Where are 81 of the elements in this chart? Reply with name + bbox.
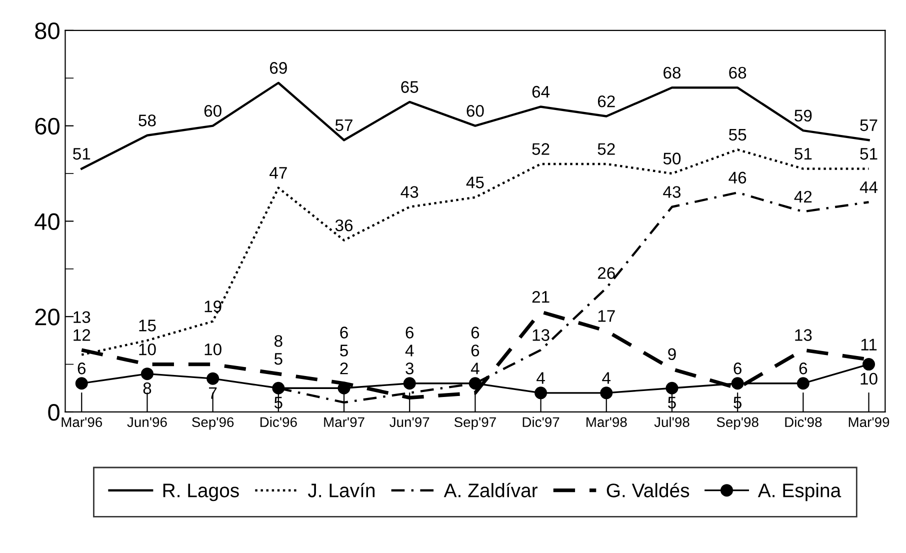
data-label: 55 [728,129,746,141]
data-label: 51 [860,148,878,160]
data-label: 58 [138,114,156,126]
data-label: 12 [74,329,90,341]
data-label: 8 [143,382,152,394]
data-label: 10 [204,343,222,356]
data-label: 9 [668,348,676,360]
data-label: 62 [598,95,615,108]
x-tick-label: Dic'97 [522,416,560,428]
data-label: 68 [729,66,746,79]
data-label: 36 [335,219,353,232]
data-label: 44 [860,181,878,193]
x-tick-label: Dic'96 [260,416,297,428]
y-tick-label: 0 [48,404,60,421]
data-label: 42 [794,190,812,202]
x-tick-label: Sep'97 [454,417,496,430]
data-label: 45 [466,176,484,188]
data-label: 68 [664,66,681,79]
y-tick-label: 60 [35,118,60,135]
data-label: 4 [536,372,545,384]
data-label: 6 [734,362,742,374]
data-label: 13 [532,329,550,341]
data-label: 69 [270,62,287,74]
y-tick-label: 40 [34,213,60,230]
legend-label: G. Valdés [606,482,690,498]
data-label: 6 [406,326,414,338]
x-tick-label: Jun'96 [127,417,167,428]
data-label: 5 [274,353,282,365]
data-label: 11 [861,338,877,350]
data-label: 6 [799,362,808,374]
x-tick-label: Dic'98 [785,416,822,428]
data-label: 5 [340,344,348,356]
x-tick-label: Mar'99 [848,417,890,428]
x-tick-label: Sep'98 [716,417,758,430]
data-label: 50 [663,152,681,164]
x-tick-label: Sep'96 [192,417,234,430]
data-label: 52 [598,143,615,155]
data-label: 4 [470,362,480,374]
x-tick-label: Jun'97 [390,417,430,428]
data-label: 57 [860,119,878,132]
data-label: 65 [401,81,418,93]
data-label: 15 [139,320,156,332]
data-label: 13 [74,311,90,324]
data-label: 8 [274,335,282,347]
legend-label: A. Zaldívar [444,482,538,498]
data-label: 57 [335,119,352,132]
data-label: 59 [794,110,812,122]
x-tick-label: Mar'96 [62,417,102,428]
legend-label: A. Espina [758,483,842,502]
data-label: 52 [532,143,550,155]
y-tick-label: 20 [35,308,60,326]
data-label: 4 [602,372,611,384]
legend-label: J. Lavín [308,482,374,498]
x-tick-label: Mar'97 [324,417,364,428]
data-label: 43 [663,186,681,198]
data-label: 2 [340,362,348,374]
data-label: 4 [405,344,414,356]
data-label: 6 [471,344,480,356]
data-label: 17 [598,310,615,322]
data-label: 64 [532,86,550,98]
data-label: 10 [139,343,156,356]
x-tick-label: Jul'98 [654,416,690,428]
data-label: 47 [270,167,287,179]
legend-label: R. Lagos [163,484,239,502]
data-label: 21 [532,291,550,303]
data-label: 6 [340,326,348,338]
data-label: 60 [204,104,222,117]
x-tick-label: Mar'98 [586,417,627,428]
data-label: 19 [204,300,222,312]
data-label: 60 [466,104,484,117]
data-label: 3 [406,362,414,374]
y-tick-label: 80 [35,22,60,40]
data-label: 6 [471,326,480,338]
data-label: 26 [598,267,615,279]
data-label: 10 [860,372,878,385]
data-label: 51 [73,148,90,160]
data-label: 13 [795,329,812,341]
data-label: 51 [794,148,812,160]
data-label: 6 [78,362,86,374]
data-label: 46 [728,172,746,184]
data-label: 43 [400,186,418,198]
